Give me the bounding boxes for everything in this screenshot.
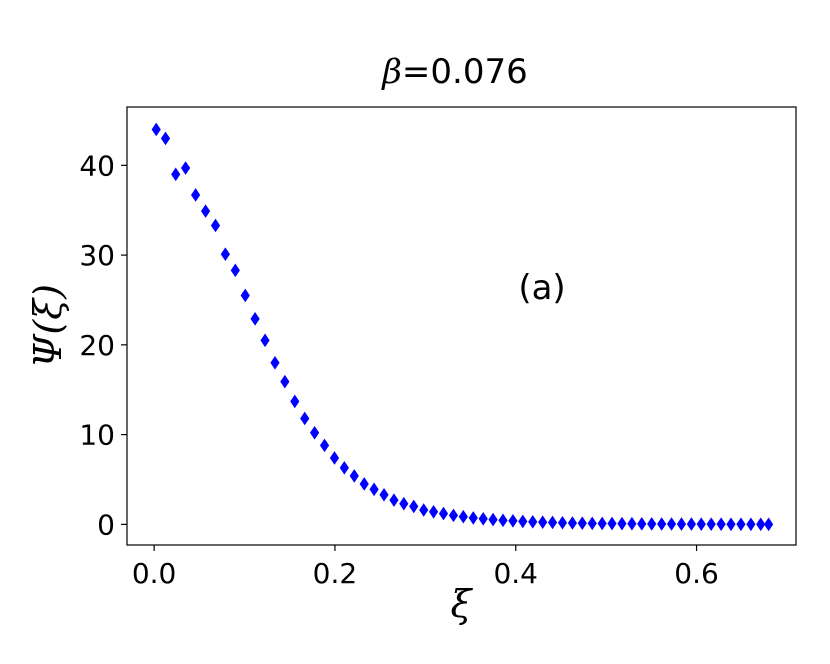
data-point <box>428 504 439 519</box>
data-point <box>617 516 627 531</box>
chart-title: β=0.076 <box>380 52 527 92</box>
data-point <box>488 512 498 527</box>
data-point <box>607 516 617 531</box>
data-point <box>329 451 340 465</box>
y-axis-title: Ψ(ξ) <box>26 284 70 368</box>
plot-area <box>126 106 797 546</box>
data-point <box>339 461 349 475</box>
data-point <box>458 509 468 524</box>
data-point <box>468 511 478 525</box>
data-point <box>270 355 280 370</box>
data-point <box>567 516 578 530</box>
x-tick-label: 0.4 <box>493 557 538 590</box>
data-point <box>676 517 687 531</box>
data-point <box>319 438 330 453</box>
data-point <box>230 263 240 278</box>
y-tick-label: 0 <box>97 508 115 541</box>
data-point <box>528 515 538 529</box>
data-point <box>448 508 459 523</box>
data-points <box>151 122 774 532</box>
data-point <box>200 204 211 218</box>
data-point <box>250 312 260 326</box>
data-point <box>627 516 637 531</box>
data-point <box>746 517 756 532</box>
data-point <box>359 477 369 491</box>
data-point <box>180 161 191 175</box>
x-tick-label: 0.0 <box>132 557 177 590</box>
data-point <box>577 516 587 530</box>
y-tick-label: 40 <box>79 149 115 182</box>
x-axis-ticks: 0.0 0.2 0.4 0.6 <box>132 545 719 590</box>
data-point <box>706 517 716 531</box>
data-point <box>300 411 310 426</box>
y-tick-label: 10 <box>79 419 115 452</box>
data-point <box>587 516 597 531</box>
y-tick-label: 30 <box>79 239 115 272</box>
data-point <box>151 122 161 137</box>
data-point <box>309 426 320 440</box>
data-point <box>666 517 677 531</box>
y-tick-label: 20 <box>79 329 115 362</box>
data-point <box>538 515 548 530</box>
data-point <box>557 515 568 530</box>
data-point <box>399 496 409 511</box>
data-point <box>290 394 300 409</box>
data-point <box>438 506 449 521</box>
data-point <box>498 513 508 528</box>
data-point <box>647 517 657 531</box>
data-point <box>369 482 379 497</box>
data-point <box>478 511 488 526</box>
data-point <box>686 517 697 531</box>
chart-title-value: =0.076 <box>402 52 528 92</box>
data-point <box>756 517 766 532</box>
data-point <box>726 517 736 532</box>
data-point <box>657 517 667 531</box>
data-point <box>240 288 250 303</box>
data-point <box>764 517 774 532</box>
data-point <box>260 333 270 348</box>
data-point <box>597 516 607 531</box>
data-point <box>389 493 399 507</box>
data-point <box>349 469 359 483</box>
data-point <box>637 517 647 531</box>
data-point <box>160 131 171 146</box>
data-point <box>191 188 201 202</box>
panel-annotation: (a) <box>518 268 565 308</box>
data-point <box>220 247 230 261</box>
data-point <box>736 517 746 532</box>
data-point <box>696 517 706 531</box>
x-tick-label: 0.2 <box>313 557 358 590</box>
data-point <box>409 499 419 514</box>
data-point <box>280 374 290 389</box>
data-point <box>419 503 429 517</box>
data-point <box>210 218 221 233</box>
data-point <box>171 167 181 182</box>
chart-title-symbol: β <box>380 52 402 92</box>
y-axis-ticks: 0 10 20 30 40 <box>79 149 127 541</box>
data-point <box>508 514 518 528</box>
x-tick-label: 0.6 <box>674 557 719 590</box>
x-axis-title: ξ <box>451 582 474 626</box>
data-point <box>716 517 726 531</box>
data-point <box>518 514 528 529</box>
data-point <box>379 487 389 502</box>
data-point <box>547 515 558 530</box>
